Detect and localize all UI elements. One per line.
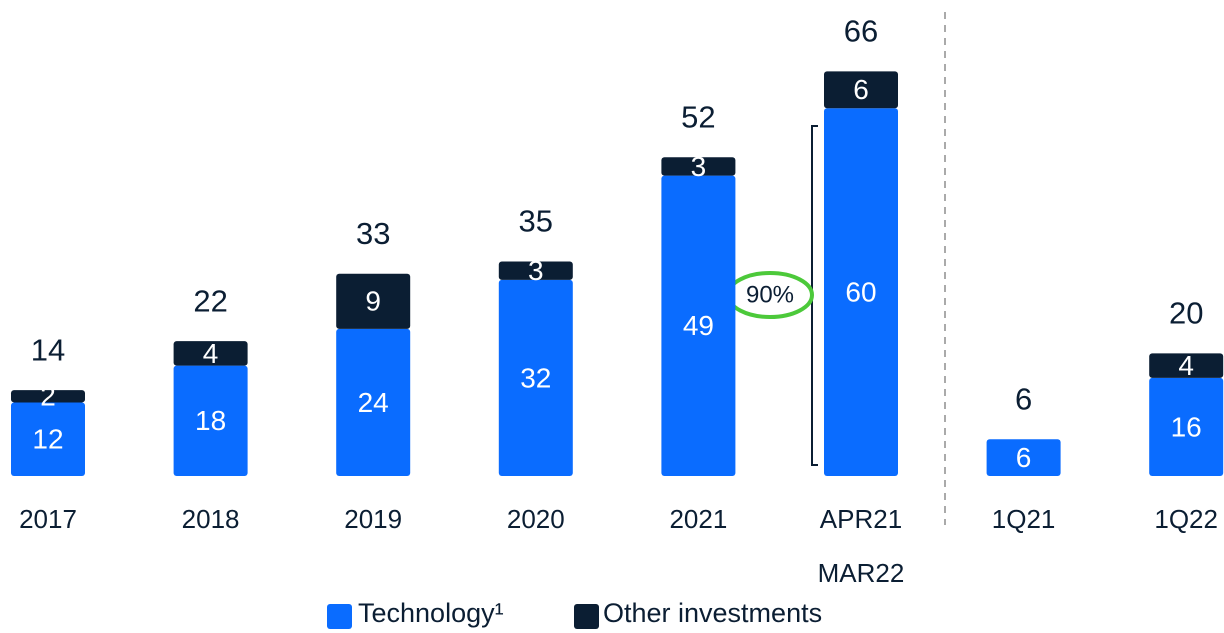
value-label: 18 bbox=[195, 405, 226, 436]
bar-segment bbox=[498, 279, 573, 476]
value-label: 16 bbox=[1171, 411, 1202, 442]
total-label: 6 bbox=[1015, 381, 1032, 416]
value-label: 12 bbox=[32, 424, 63, 455]
bar-segment bbox=[986, 439, 1061, 476]
value-label: 60 bbox=[845, 276, 876, 307]
x-tick-label: 2020 bbox=[506, 504, 565, 534]
x-tick-label: APR21 MAR22 bbox=[817, 504, 905, 588]
bar-segment bbox=[824, 108, 898, 476]
legend-swatch bbox=[327, 604, 352, 629]
share-annotation: 90% bbox=[746, 281, 794, 308]
x-tick-label: 2017 bbox=[19, 504, 77, 534]
x-tick-label: 2019 bbox=[344, 504, 403, 534]
x-tick-label: 2018 bbox=[181, 504, 240, 534]
bar-segment bbox=[661, 175, 736, 476]
legend-label: Other investments bbox=[603, 598, 823, 628]
total-label: 20 bbox=[1169, 296, 1203, 331]
x-tick-label: 2021 bbox=[669, 504, 728, 534]
bar-segment bbox=[1149, 377, 1224, 476]
legend-swatch bbox=[574, 604, 599, 629]
bar-segment bbox=[173, 341, 248, 366]
bar-segment bbox=[661, 157, 736, 176]
bar-segment bbox=[1149, 353, 1224, 378]
total-label: 52 bbox=[681, 99, 715, 134]
bar-segment bbox=[336, 328, 411, 476]
x-tick-label: 1Q22 bbox=[1154, 504, 1218, 534]
value-label: 3 bbox=[691, 151, 707, 182]
total-label: 35 bbox=[519, 204, 553, 239]
value-label: 24 bbox=[358, 387, 389, 418]
value-label: 6 bbox=[1016, 442, 1032, 473]
value-label: 49 bbox=[683, 310, 714, 341]
value-label: 4 bbox=[1178, 350, 1194, 381]
value-label: 6 bbox=[853, 74, 869, 105]
bar-segment bbox=[824, 71, 898, 109]
total-label: 66 bbox=[844, 14, 878, 49]
bar-segment bbox=[173, 365, 248, 476]
total-label: 14 bbox=[31, 332, 65, 367]
bar-segment bbox=[11, 390, 85, 403]
bar-segment bbox=[498, 261, 573, 280]
value-label: 2 bbox=[40, 381, 56, 412]
value-label: 32 bbox=[520, 362, 551, 393]
bar-segment bbox=[336, 273, 411, 329]
x-tick-label: 1Q21 bbox=[991, 504, 1056, 534]
value-label: 9 bbox=[365, 286, 381, 317]
legend-label: Technology¹ bbox=[358, 598, 504, 628]
bar-segment bbox=[11, 402, 85, 476]
value-label: 4 bbox=[203, 338, 219, 369]
total-label: 33 bbox=[356, 216, 390, 251]
total-label: 22 bbox=[193, 283, 227, 318]
value-label: 3 bbox=[528, 255, 544, 286]
